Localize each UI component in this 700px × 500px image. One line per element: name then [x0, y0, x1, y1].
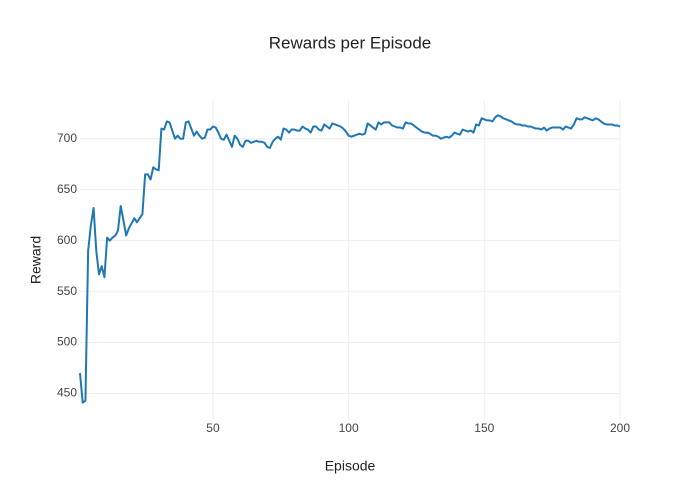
y-tick-label: 450: [57, 386, 77, 400]
y-axis-title: Reward: [28, 236, 44, 284]
x-axis-title: Episode: [325, 458, 376, 474]
y-tick-label: 600: [57, 233, 77, 247]
y-tick-label: 500: [57, 335, 77, 349]
y-tick-label: 700: [57, 131, 77, 145]
x-tick-label: 200: [610, 421, 630, 435]
y-tick-label: 650: [57, 182, 77, 196]
x-tick-label: 50: [206, 421, 220, 435]
line: [79, 114, 621, 404]
x-tick-label: 100: [339, 421, 359, 435]
chart-title: Rewards per Episode: [269, 33, 432, 52]
y-tick-label: 550: [57, 284, 77, 298]
x-tick-label: 150: [474, 421, 494, 435]
